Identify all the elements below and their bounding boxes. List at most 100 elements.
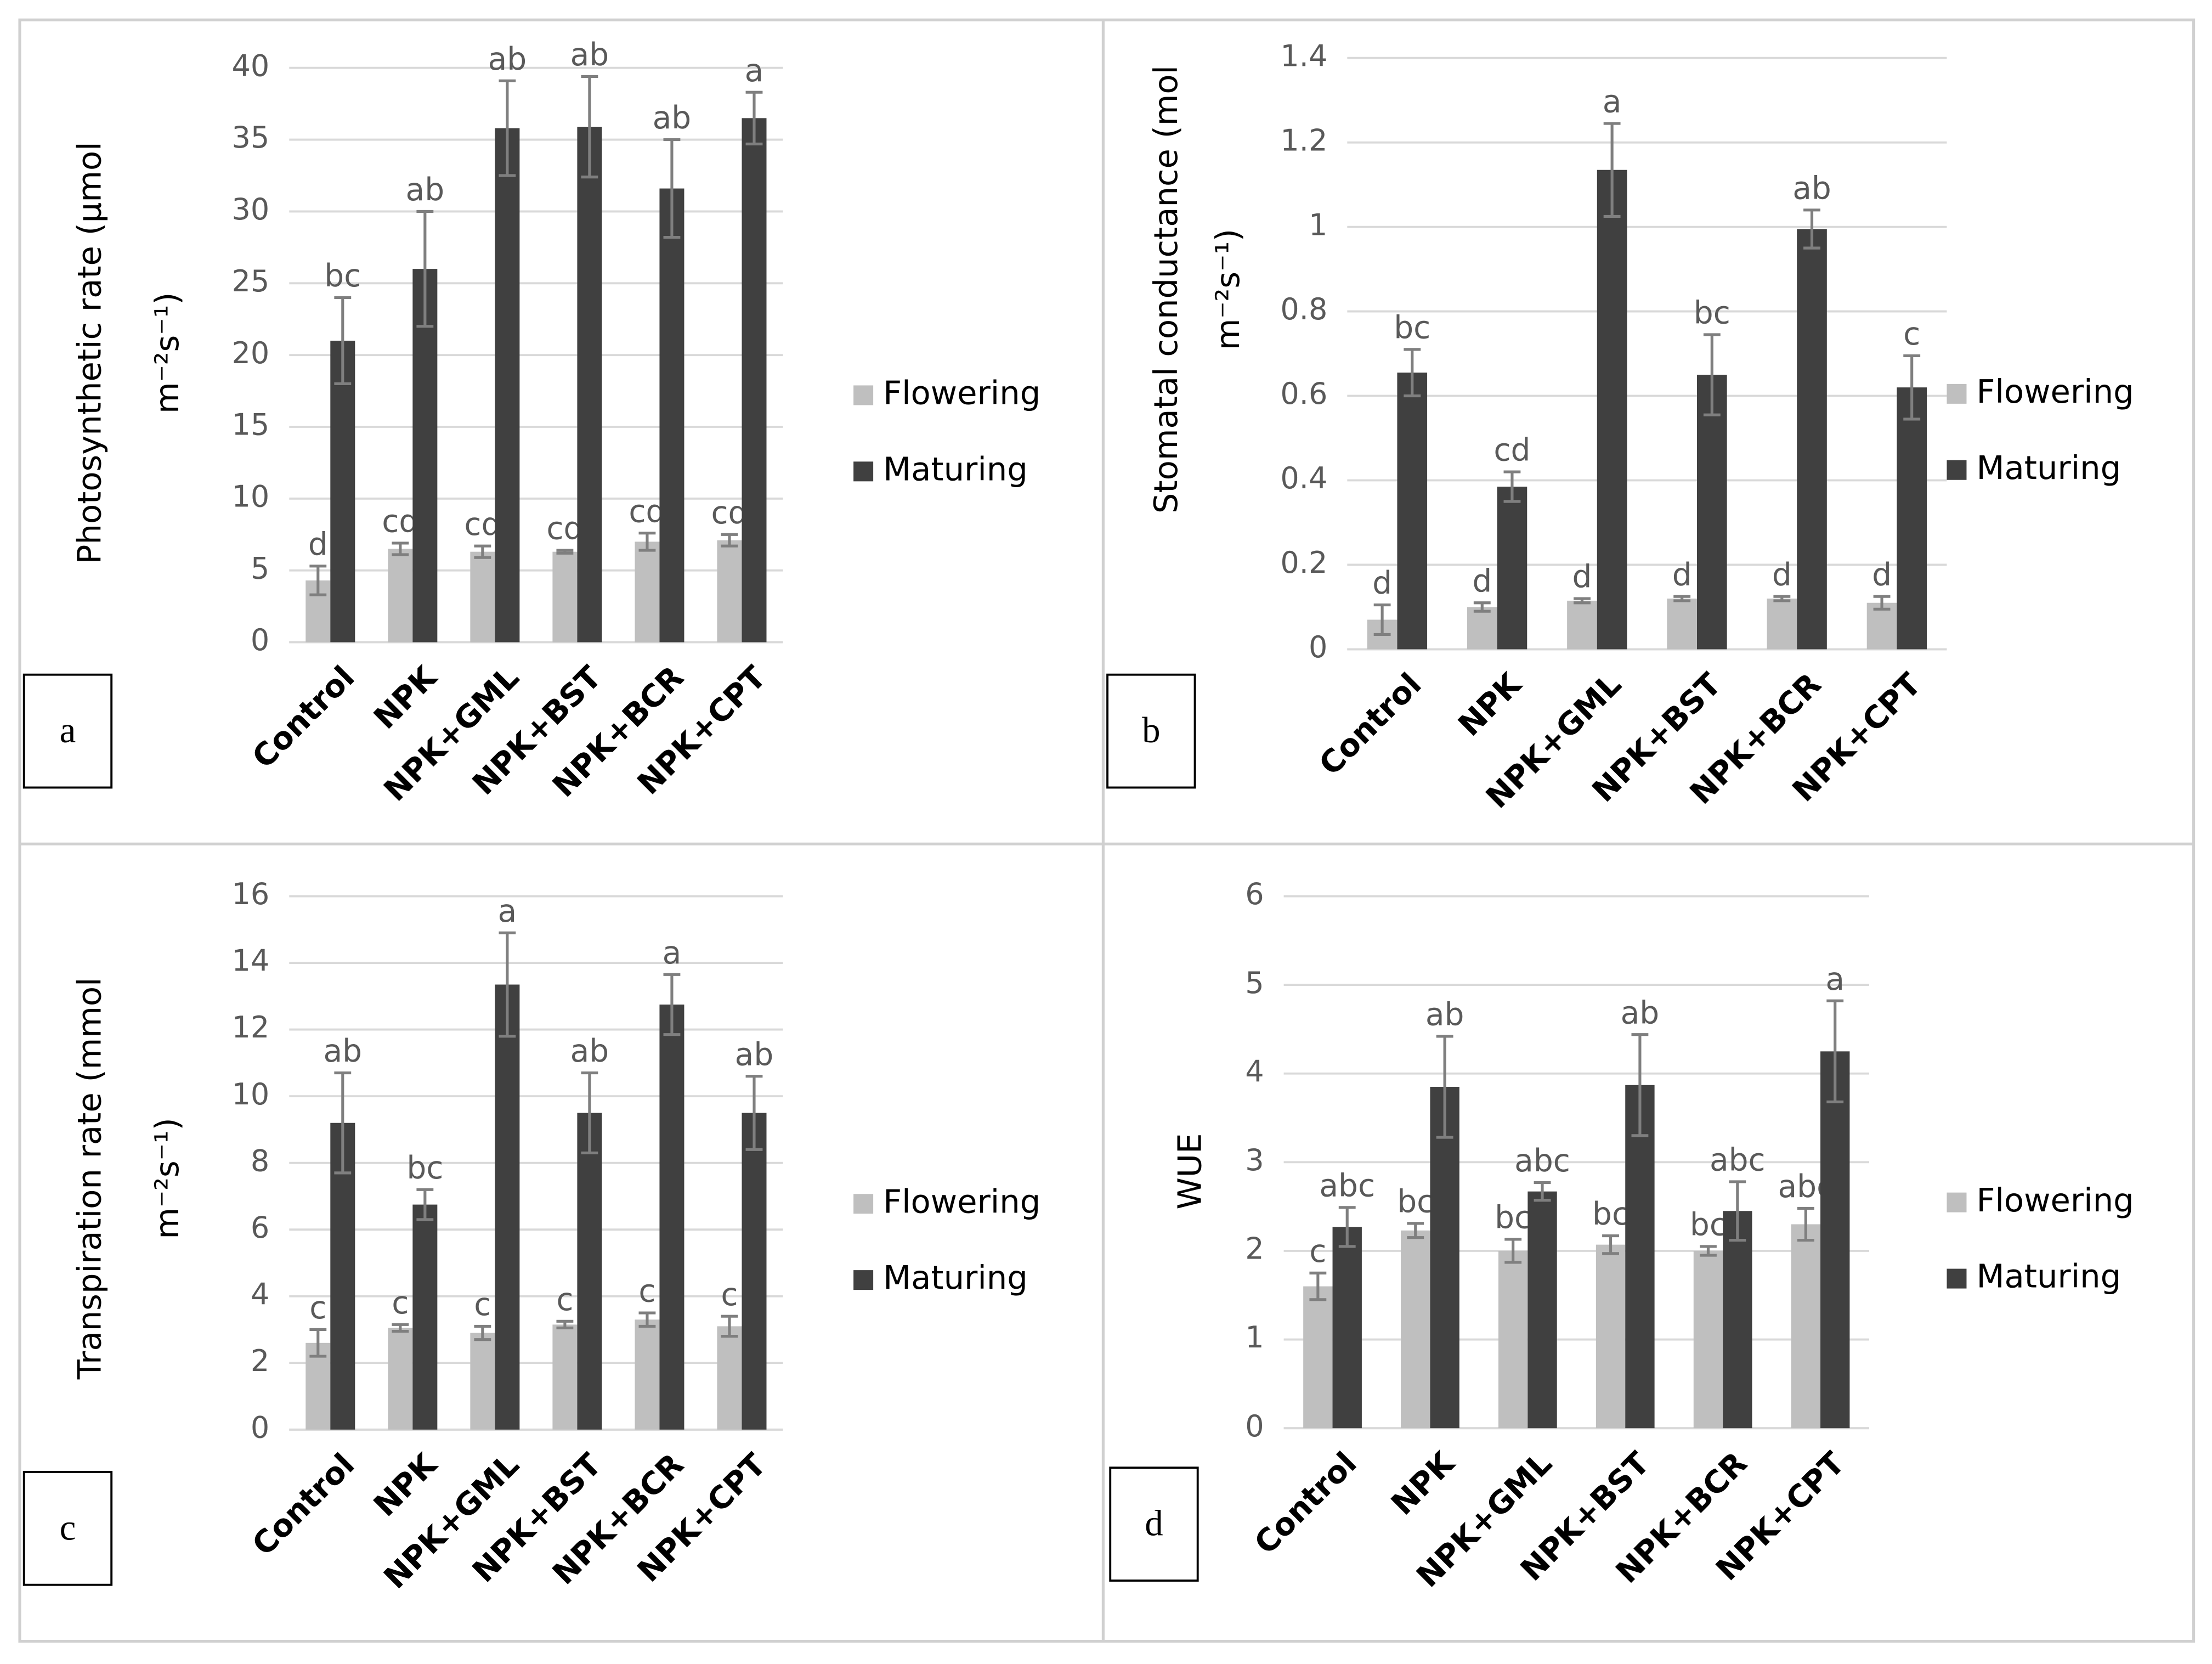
- legend-label: Maturing: [883, 1259, 1028, 1296]
- y-axis-label: Photosynthetic rate (µmol: [70, 142, 108, 564]
- bar: [1597, 170, 1627, 650]
- y-tick-label: 8: [251, 1143, 269, 1178]
- significance-letter: ab: [1621, 995, 1660, 1031]
- error-bar: [1504, 1238, 1522, 1264]
- bar: [1693, 1250, 1723, 1429]
- legend-swatch: [853, 1270, 874, 1290]
- significance-letter: ab: [653, 100, 692, 136]
- legend-label: Flowering: [883, 374, 1040, 412]
- bar: [1397, 373, 1428, 650]
- bar: [552, 551, 578, 642]
- error-bar: [334, 1071, 352, 1175]
- significance-letter: cd: [546, 511, 583, 547]
- panel-label-box: [1109, 1466, 1199, 1582]
- y-tick-label: 5: [1245, 966, 1264, 1000]
- bar: [470, 1333, 495, 1430]
- legend-swatch: [1947, 1192, 1967, 1212]
- significance-letter: cd: [382, 504, 418, 540]
- panel-label-box: [22, 1471, 113, 1586]
- y-tick-label: 0.4: [1280, 461, 1327, 495]
- bar: [717, 1326, 742, 1430]
- error-bar: [309, 565, 327, 596]
- y-tick-label: 2: [1245, 1232, 1264, 1266]
- bar: [635, 541, 660, 642]
- significance-letter: d: [1472, 563, 1492, 599]
- y-tick-label: 2: [251, 1344, 269, 1378]
- bar: [1498, 1250, 1528, 1429]
- y-tick-label: 6: [251, 1210, 269, 1245]
- bar: [1767, 599, 1797, 650]
- error-bar: [474, 1324, 491, 1341]
- significance-letter: bc: [1690, 1207, 1727, 1243]
- error-bar: [581, 75, 598, 179]
- y-tick-label: 0: [1245, 1409, 1264, 1443]
- y-tick-label: 0: [1309, 630, 1327, 664]
- significance-letter: c: [392, 1285, 409, 1321]
- significance-letter: cd: [711, 495, 748, 531]
- y-axis-label: Transpiration rate (mmol: [70, 978, 108, 1380]
- y-tick-label: 0.6: [1280, 376, 1327, 411]
- error-bar: [556, 1319, 574, 1330]
- y-tick-label: 25: [232, 264, 270, 298]
- bar: [1596, 1244, 1626, 1429]
- error-bar: [1338, 1206, 1356, 1248]
- bar: [495, 128, 520, 642]
- significance-letter: d: [1672, 557, 1692, 593]
- significance-letter: ab: [1425, 996, 1464, 1033]
- error-bar: [1729, 1180, 1746, 1242]
- error-bar: [1602, 1234, 1619, 1255]
- significance-letter: c: [309, 1290, 326, 1326]
- significance-letter: d: [1772, 557, 1792, 593]
- y-tick-label: 1: [1309, 207, 1327, 242]
- bar: [717, 540, 742, 642]
- error-bar: [663, 138, 681, 239]
- bar: [1430, 1086, 1459, 1429]
- y-tick-label: 6: [1245, 877, 1264, 911]
- significance-letter: d: [1572, 559, 1592, 595]
- error-bar: [1574, 597, 1591, 605]
- significance-letter: cd: [464, 506, 501, 543]
- y-axis-label: m⁻²s⁻¹): [148, 1118, 186, 1239]
- significance-letter: c: [1309, 1233, 1326, 1270]
- significance-letter: a: [498, 893, 517, 929]
- error-bar: [416, 210, 434, 328]
- error-bar: [638, 532, 656, 552]
- error-bar: [745, 1075, 763, 1151]
- bar: [1303, 1286, 1333, 1429]
- legend-swatch: [1947, 1268, 1967, 1289]
- significance-letter: a: [1603, 84, 1622, 120]
- significance-letter: ab: [324, 1033, 363, 1069]
- error-bar: [556, 549, 574, 555]
- error-bar: [499, 79, 516, 177]
- bar: [1401, 1230, 1430, 1429]
- bar: [1332, 1227, 1362, 1429]
- error-bar: [721, 1315, 738, 1338]
- bar: [635, 1319, 660, 1430]
- y-tick-label: 40: [232, 48, 270, 83]
- bar: [1497, 487, 1528, 650]
- significance-letter: bc: [1694, 295, 1730, 331]
- y-tick-label: 1: [1245, 1320, 1264, 1355]
- significance-letter: abc: [1319, 1167, 1375, 1204]
- y-tick-label: 10: [232, 479, 270, 514]
- significance-letter: a: [745, 53, 764, 89]
- y-tick-label: 30: [232, 192, 270, 227]
- error-bar: [1436, 1035, 1453, 1139]
- panel-label-box: [1106, 673, 1196, 789]
- error-bar: [1503, 470, 1521, 503]
- bar: [412, 1204, 438, 1430]
- bar: [1528, 1191, 1557, 1429]
- error-bar: [663, 973, 681, 1036]
- y-tick-label: 0.2: [1280, 545, 1327, 580]
- error-bar: [1700, 1245, 1717, 1257]
- error-bar: [581, 1071, 598, 1154]
- error-bar: [416, 1188, 434, 1221]
- y-tick-label: 16: [232, 877, 270, 911]
- bar: [1467, 607, 1497, 650]
- y-tick-label: 12: [232, 1010, 270, 1045]
- bar: [1897, 387, 1927, 650]
- panel-label: d: [1145, 1503, 1163, 1544]
- significance-letter: bc: [1397, 1183, 1434, 1220]
- legend-swatch: [1947, 383, 1967, 404]
